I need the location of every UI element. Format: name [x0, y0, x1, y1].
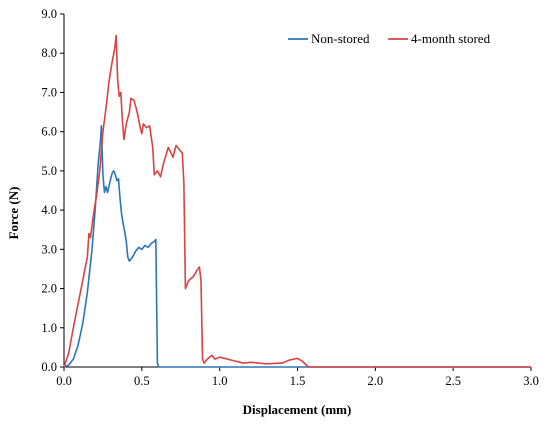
- legend: Non-stored 4-month stored: [288, 31, 491, 46]
- y-tick-label: 7.0: [41, 85, 57, 99]
- x-tick-label: 2.5: [445, 374, 461, 388]
- y-tick-label: 9.0: [41, 7, 57, 21]
- x-tick-label: 0.5: [134, 374, 150, 388]
- y-tick-label: 1.0: [41, 321, 57, 335]
- y-axis-title: Force (N): [6, 187, 21, 240]
- series-line-4-month-stored: [63, 34, 531, 368]
- y-tick-label: 5.0: [41, 164, 57, 178]
- y-tick-label: 0.0: [41, 360, 57, 374]
- x-tick-label: 2.0: [368, 374, 384, 388]
- x-axis-title: Displacement (mm): [243, 402, 352, 417]
- series-layer: [63, 34, 531, 368]
- series-line-non-stored: [63, 124, 531, 368]
- axes: [63, 14, 531, 368]
- x-tick-label: 0.0: [56, 374, 72, 388]
- x-tick-label: 1.0: [212, 374, 228, 388]
- y-tick-label: 6.0: [41, 125, 57, 139]
- y-tick-label: 3.0: [41, 242, 57, 256]
- legend-label-4-month-stored: 4-month stored: [411, 31, 491, 46]
- x-axis-ticks: 0.0 0.5 1.0 1.5 2.0 2.5 3.0: [56, 367, 539, 388]
- y-tick-label: 8.0: [41, 46, 57, 60]
- y-axis-ticks: 0.0 1.0 2.0 3.0 4.0 5.0 6.0 7.0 8.0 9.0: [41, 7, 64, 374]
- y-tick-label: 4.0: [41, 203, 57, 217]
- x-tick-label: 3.0: [523, 374, 539, 388]
- legend-label-non-stored: Non-stored: [311, 31, 370, 46]
- x-tick-label: 1.5: [290, 374, 306, 388]
- y-tick-label: 2.0: [41, 282, 57, 296]
